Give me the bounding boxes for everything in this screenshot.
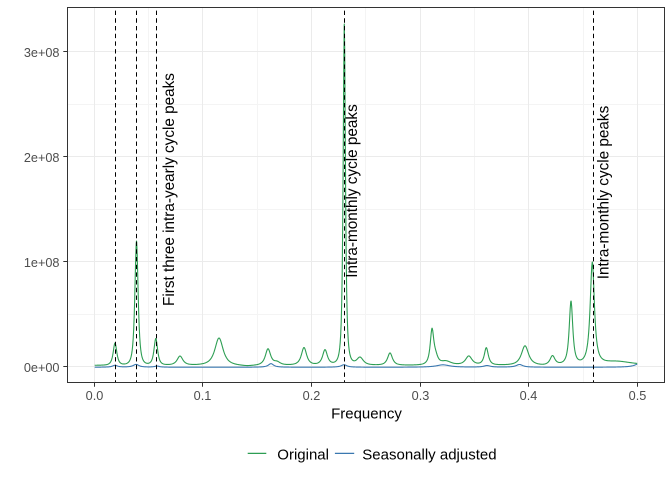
svg-text:0.0: 0.0 — [86, 389, 104, 403]
svg-text:0.2: 0.2 — [303, 389, 321, 403]
svg-text:Original: Original — [277, 447, 329, 464]
svg-text:2e+08: 2e+08 — [24, 151, 60, 165]
svg-text:0e+00: 0e+00 — [24, 361, 60, 375]
svg-text:0.1: 0.1 — [194, 389, 212, 403]
svg-text:Seasonally adjusted: Seasonally adjusted — [362, 447, 496, 464]
svg-text:3e+08: 3e+08 — [24, 46, 60, 60]
svg-text:Intra-monthly cycle peaks: Intra-monthly cycle peaks — [344, 104, 361, 278]
svg-text:Intra-monthly cycle peaks: Intra-monthly cycle peaks — [595, 105, 612, 279]
svg-text:0.3: 0.3 — [412, 389, 430, 403]
svg-text:1e+08: 1e+08 — [24, 256, 60, 270]
svg-text:0.5: 0.5 — [629, 389, 647, 403]
svg-text:0.4: 0.4 — [520, 389, 538, 403]
svg-text:Frequency: Frequency — [331, 405, 402, 422]
svg-text:First three intra-yearly cycle: First three intra-yearly cycle peaks — [161, 73, 178, 306]
